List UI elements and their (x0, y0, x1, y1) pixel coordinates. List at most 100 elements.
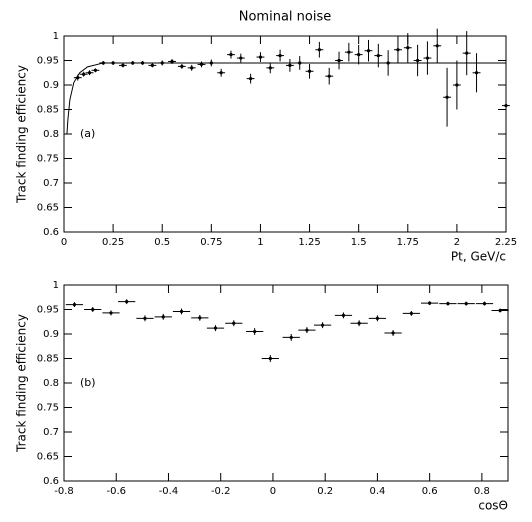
data-point (93, 68, 98, 72)
x-tick-label: 0.5 (154, 237, 170, 248)
data-point (416, 58, 420, 63)
data-point (446, 302, 450, 306)
x-tick-label: 2 (454, 237, 460, 248)
data-point (375, 316, 380, 320)
data-point (213, 326, 218, 330)
data-point (229, 53, 233, 57)
y-axis-label: Track finding efficiency (15, 65, 29, 204)
data-point (376, 54, 380, 58)
data-point (307, 69, 312, 73)
data-point (161, 315, 165, 319)
data-point (72, 303, 77, 307)
data-point (396, 48, 400, 52)
chart-title: Nominal noise (239, 10, 331, 25)
data-point (474, 71, 479, 75)
x-tick-label: 0 (270, 486, 276, 497)
y-tick-label: 0.7 (43, 427, 59, 438)
data-point (341, 313, 346, 317)
data-point (170, 59, 174, 64)
data-point (87, 71, 92, 75)
data-point (150, 63, 154, 67)
data-point (317, 48, 321, 52)
x-axis-label: cosΘ (478, 499, 508, 513)
data-point (219, 71, 223, 75)
data-point (445, 95, 449, 99)
data-point (357, 53, 361, 57)
data-point (82, 72, 86, 76)
x-tick-label: 0.4 (369, 486, 385, 497)
data-point (357, 321, 361, 325)
y-tick-label: 0.95 (37, 56, 59, 67)
data-point (327, 74, 331, 78)
data-point (289, 335, 293, 340)
data-point (268, 356, 272, 361)
x-axis-label: Pt, GeV/c (451, 250, 506, 264)
data-point (199, 62, 204, 67)
annotation: (a) (80, 127, 95, 140)
data-point (482, 302, 487, 306)
x-tick-label: 1.5 (351, 237, 367, 248)
x-tick-label: 1 (257, 237, 263, 248)
data-point (288, 63, 292, 67)
data-point (366, 49, 371, 53)
y-tick-label: 0.85 (37, 105, 59, 116)
y-tick-label: 0.95 (37, 305, 59, 316)
data-point (320, 323, 325, 327)
data-point (253, 329, 257, 334)
y-tick-label: 0.9 (43, 329, 59, 340)
data-point (347, 50, 351, 54)
data-point (232, 321, 236, 325)
y-tick-label: 0.75 (37, 403, 59, 414)
x-tick-label: -0.6 (106, 486, 126, 497)
x-tick-label: 0.75 (200, 237, 222, 248)
data-point (391, 331, 395, 335)
data-point (121, 63, 125, 67)
data-point (179, 309, 184, 314)
x-tick-label: -0.2 (211, 486, 231, 497)
y-tick-label: 0.9 (43, 80, 59, 91)
x-tick-label: -0.4 (159, 486, 179, 497)
data-point (125, 300, 129, 304)
plot-frame (63, 284, 509, 482)
x-tick-label: -0.8 (54, 486, 74, 497)
fit-curve (66, 62, 506, 135)
x-tick-label: 0.25 (102, 237, 124, 248)
data-point (198, 316, 202, 320)
data-point (258, 55, 263, 59)
x-tick-label: 0.6 (422, 486, 438, 497)
x-tick-label: 1.25 (298, 237, 320, 248)
data-point (428, 301, 432, 305)
data-point (278, 54, 282, 58)
data-point (425, 56, 430, 60)
y-tick-label: 0.6 (43, 227, 59, 238)
annotation: (b) (80, 376, 96, 389)
data-point (268, 66, 272, 70)
data-point (143, 316, 147, 320)
data-point (455, 83, 459, 87)
data-point (409, 311, 413, 316)
data-point (435, 44, 439, 48)
x-tick-label: 0 (61, 237, 67, 248)
plot-frame (63, 35, 507, 233)
y-tick-label: 1 (53, 280, 59, 291)
y-axis-label: Track finding efficiency (15, 314, 29, 453)
y-tick-label: 0.6 (43, 476, 59, 487)
data-point (465, 51, 469, 55)
data-point (337, 58, 341, 63)
data-point (498, 308, 502, 313)
data-point (109, 311, 113, 315)
y-tick-label: 0.65 (37, 452, 59, 463)
data-point (249, 77, 253, 81)
x-tick-label: 1.75 (397, 237, 419, 248)
data-point (91, 307, 95, 312)
data-point (305, 328, 309, 332)
y-tick-label: 0.8 (43, 378, 59, 389)
x-tick-label: 2.25 (495, 237, 517, 248)
data-point (180, 64, 184, 68)
y-tick-label: 0.85 (37, 354, 59, 365)
y-tick-label: 1 (53, 31, 59, 42)
y-tick-label: 0.65 (37, 203, 59, 214)
y-tick-label: 0.75 (37, 154, 59, 165)
data-point (239, 56, 243, 60)
